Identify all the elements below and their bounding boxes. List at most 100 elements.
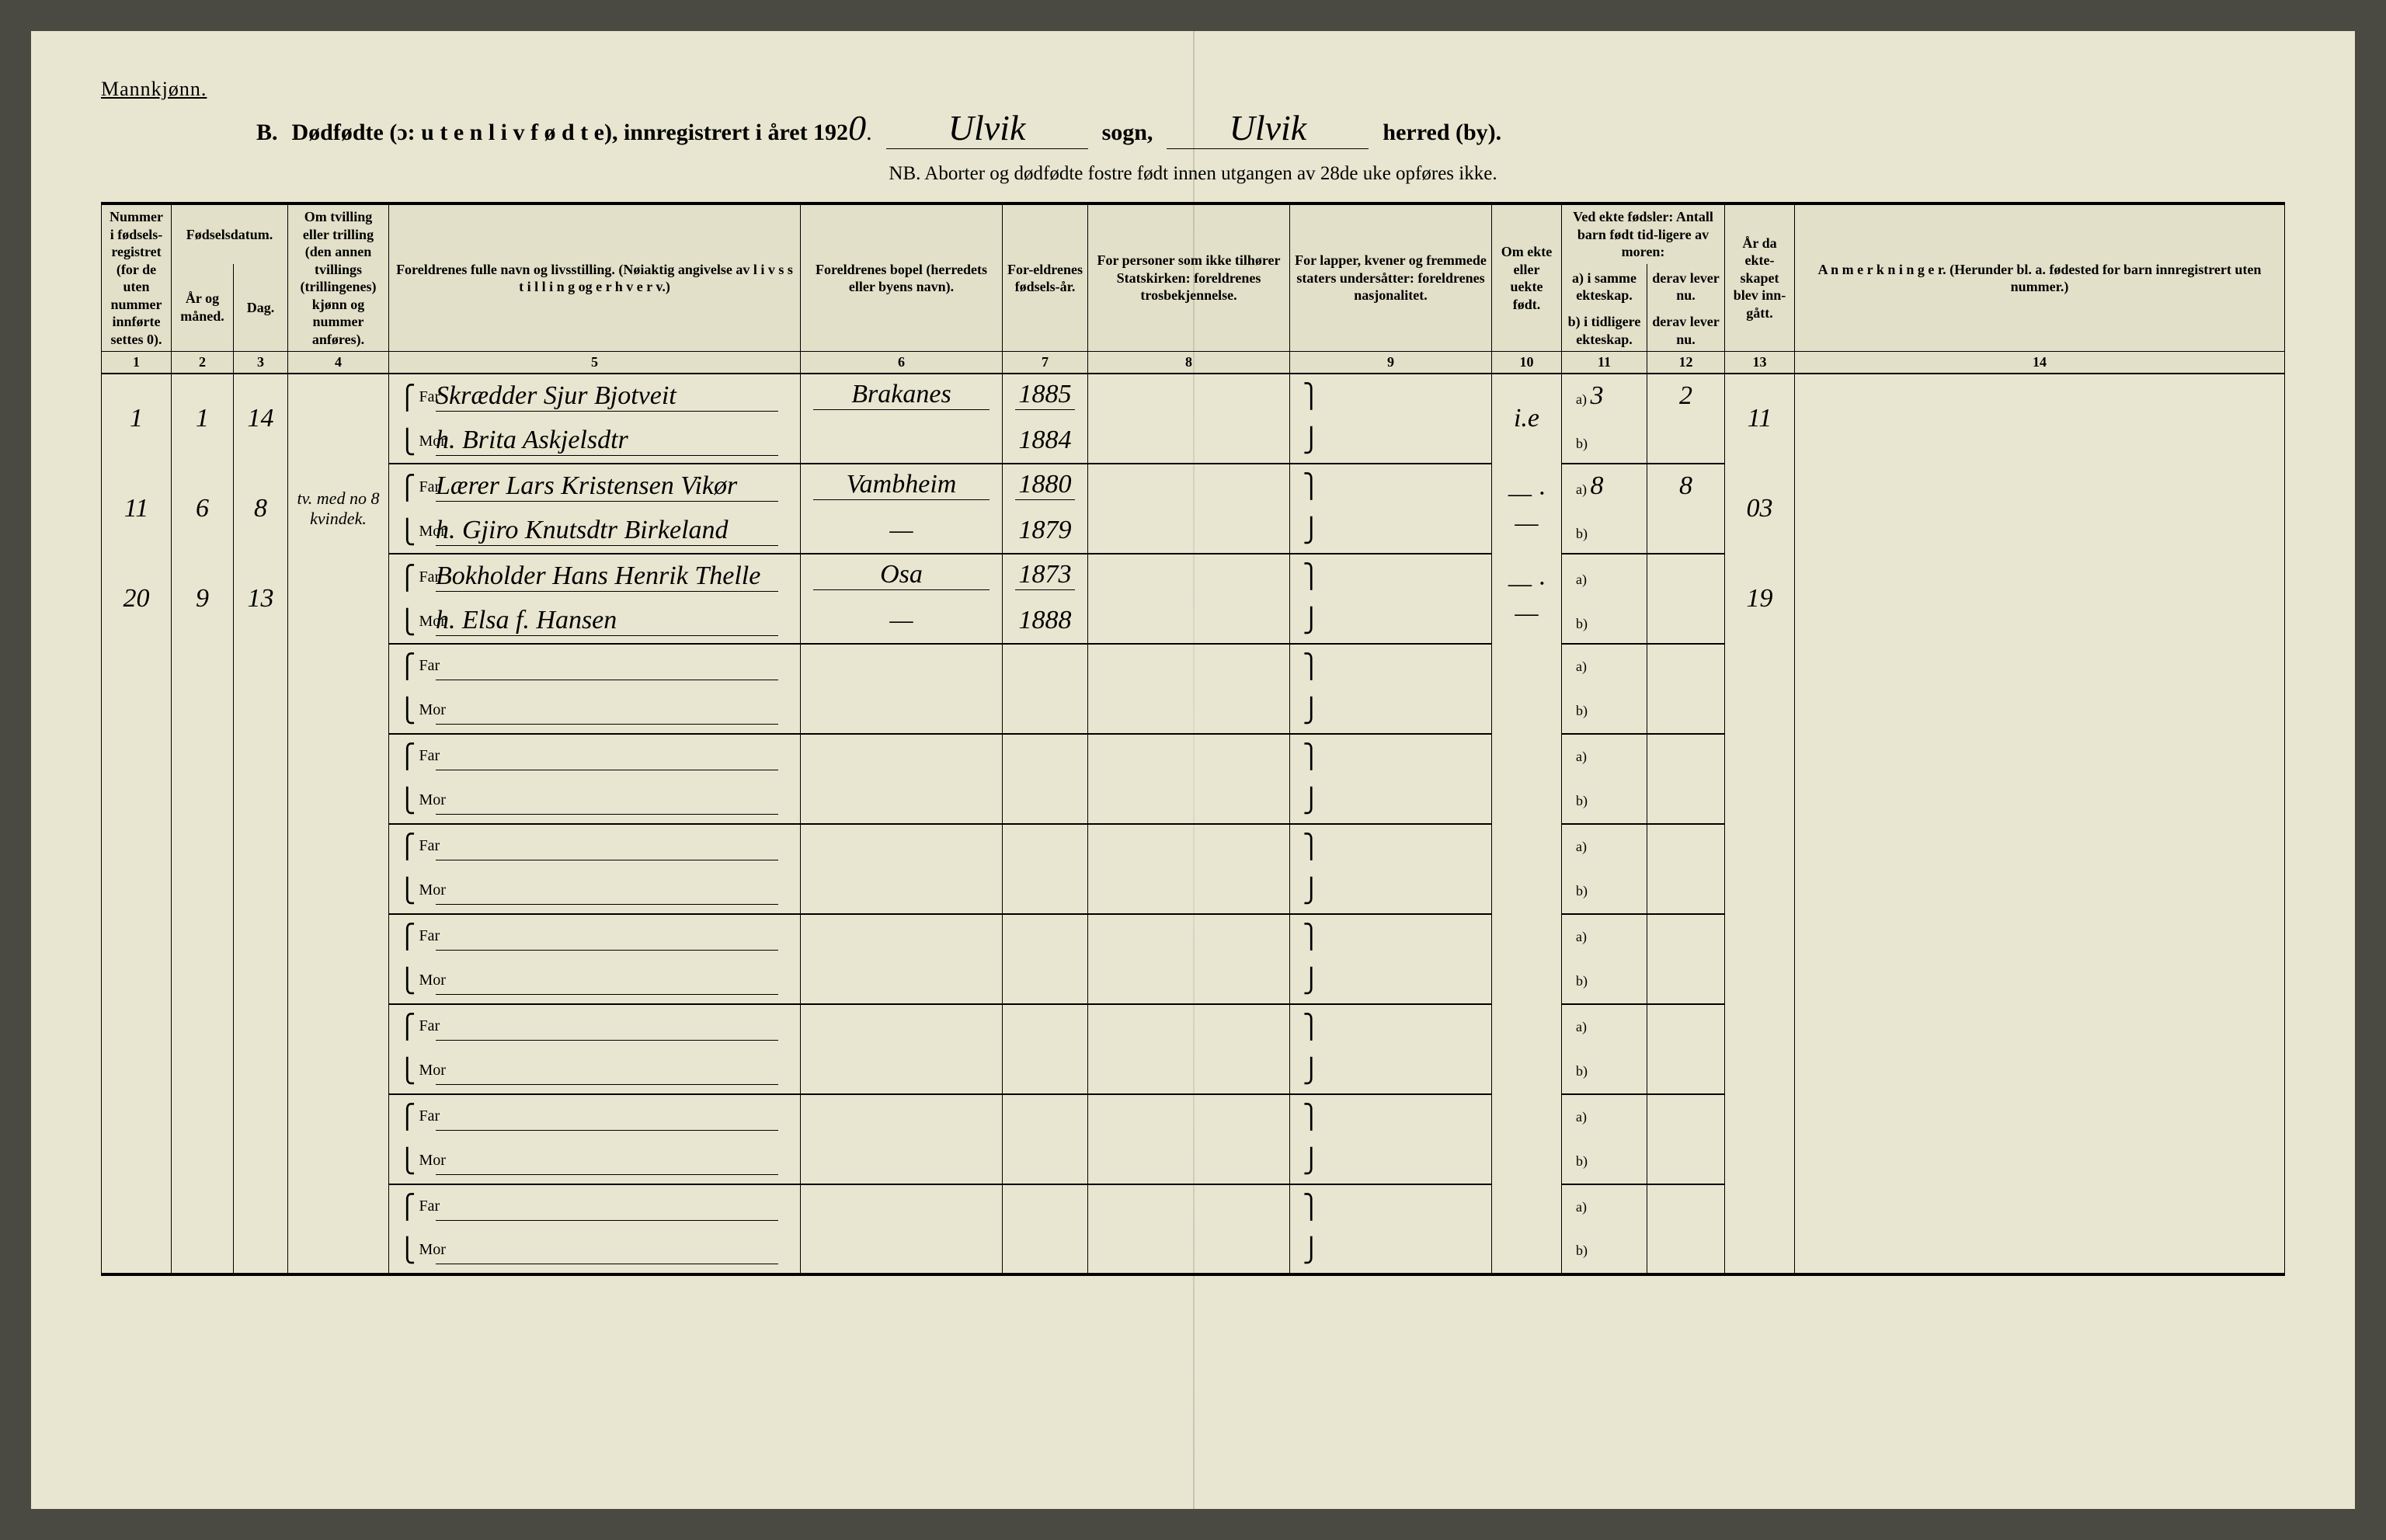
- cell-c13: 19: [1725, 554, 1795, 644]
- colnum-14: 14: [1795, 352, 2285, 374]
- cell-year-far: 1873: [1003, 554, 1088, 599]
- colnum-2: 2: [172, 352, 234, 374]
- cell-c10: — · —: [1492, 464, 1562, 554]
- cell-num: 11: [102, 464, 172, 554]
- cell-bopel-mor: —: [801, 599, 1003, 644]
- colnum-6: 6: [801, 352, 1003, 374]
- cell-c14: [1795, 374, 2285, 464]
- cell-ym: 6: [172, 464, 234, 554]
- cell-year-mor: 1884: [1003, 419, 1088, 464]
- title-line: B. Dødfødte (ɔ: u t e n l i v f ø d t e)…: [256, 107, 2285, 149]
- cell-c11a: a): [1562, 554, 1647, 599]
- cell-c8: [1088, 464, 1290, 509]
- cell-c9-top: [1290, 554, 1492, 599]
- cell-c9-bot: [1290, 419, 1492, 464]
- cell-bopel-far: Brakanes: [801, 374, 1003, 419]
- col-6-head: Foreldrenes bopel (herredets eller byens…: [801, 203, 1003, 352]
- colnum-13: 13: [1725, 352, 1795, 374]
- col-11b-head: b) i tidligere ekteskap.: [1562, 310, 1647, 352]
- cell-c14: [1795, 464, 2285, 554]
- cell-c12b: [1647, 599, 1725, 644]
- cell-c12b: [1647, 509, 1725, 554]
- cell-c13: 11: [1725, 374, 1795, 464]
- cell-year-mor: 1879: [1003, 509, 1088, 554]
- cell-c11b: b): [1562, 419, 1647, 464]
- cell-c13: 03: [1725, 464, 1795, 554]
- cell-day: 14: [234, 374, 288, 464]
- colnum-5: 5: [389, 352, 801, 374]
- cell-mor: Morh. Brita Askjelsdtr: [389, 419, 801, 464]
- cell-twin: tv. med no 8 kvindek.: [288, 464, 389, 554]
- cell-bopel-far: Osa: [801, 554, 1003, 599]
- col-10-head: Om ekte eller uekte født.: [1492, 203, 1562, 352]
- col-12b-head: derav lever nu.: [1647, 310, 1725, 352]
- col-11a-head: a) i samme ekteskap.: [1562, 264, 1647, 311]
- cell-far: FarLærer Lars Kristensen Vikør: [389, 464, 801, 509]
- cell-c11a: a) 3: [1562, 374, 1647, 419]
- colnum-3: 3: [234, 352, 288, 374]
- cell-c9-top: [1290, 374, 1492, 419]
- col-14-head: A n m e r k n i n g e r. (Herunder bl. a…: [1795, 203, 2285, 352]
- col-3-head: Dag.: [234, 264, 288, 352]
- col-4-head: Om tvilling eller trilling (den annen tv…: [288, 203, 389, 352]
- cell-year-mor: 1888: [1003, 599, 1088, 644]
- cell-c8: [1088, 374, 1290, 419]
- col-9-head: For lapper, kvener og fremmede staters u…: [1290, 203, 1492, 352]
- register-page: Mannkjønn. B. Dødfødte (ɔ: u t e n l i v…: [31, 31, 2355, 1509]
- cell-c8b: [1088, 599, 1290, 644]
- cell-twin: [288, 374, 389, 464]
- cell-c11b: b): [1562, 509, 1647, 554]
- col-12a-head: derav lever nu.: [1647, 264, 1725, 311]
- section-letter: B.: [256, 120, 278, 146]
- cell-c12a: 8: [1647, 464, 1725, 509]
- cell-c12b: [1647, 419, 1725, 464]
- col-2-3-group: Fødselsdatum.: [172, 203, 288, 264]
- page-fold: [1193, 31, 1195, 1509]
- cell-c9-bot: [1290, 599, 1492, 644]
- cell-c12a: 2: [1647, 374, 1725, 419]
- cell-ym: 1: [172, 374, 234, 464]
- col-11-12-group: Ved ekte fødsler: Antall barn født tid-l…: [1562, 203, 1725, 264]
- cell-num: 1: [102, 374, 172, 464]
- cell-c9-bot: [1290, 509, 1492, 554]
- cell-c8: [1088, 554, 1290, 599]
- year-hw: 0: [848, 108, 866, 148]
- cell-c8b: [1088, 419, 1290, 464]
- cell-c9-top: [1290, 464, 1492, 509]
- cell-bopel-mor: —: [801, 509, 1003, 554]
- cell-c14: [1795, 554, 2285, 644]
- colnum-10: 10: [1492, 352, 1562, 374]
- cell-far: FarBokholder Hans Henrik Thelle: [389, 554, 801, 599]
- title-text: Dødfødte (ɔ: u t e n l i v f ø d t e), i…: [292, 120, 849, 145]
- herred-handwritten: Ulvik: [1167, 107, 1369, 149]
- cell-c12a: [1647, 554, 1725, 599]
- col-7-head: For-eldrenes fødsels-år.: [1003, 203, 1088, 352]
- col-2-head: År og måned.: [172, 264, 234, 352]
- cell-c11b: b): [1562, 599, 1647, 644]
- cell-ym: 9: [172, 554, 234, 644]
- col-8-head: For personer som ikke tilhører Statskirk…: [1088, 203, 1290, 352]
- herred-label: herred (by).: [1383, 120, 1501, 146]
- colnum-12: 12: [1647, 352, 1725, 374]
- sogn-handwritten: Ulvik: [886, 107, 1088, 149]
- colnum-8: 8: [1088, 352, 1290, 374]
- cell-c8b: [1088, 509, 1290, 554]
- cell-num: 20: [102, 554, 172, 644]
- cell-year-far: 1885: [1003, 374, 1088, 419]
- col-1-head: Nummer i fødsels-registret (for de uten …: [102, 203, 172, 352]
- cell-c10: — · —: [1492, 554, 1562, 644]
- cell-twin: [288, 554, 389, 644]
- cell-mor: Morh. Gjiro Knutsdtr Birkeland: [389, 509, 801, 554]
- cell-year-far: 1880: [1003, 464, 1088, 509]
- sogn-label: sogn,: [1102, 120, 1153, 146]
- cell-day: 8: [234, 464, 288, 554]
- colnum-4: 4: [288, 352, 389, 374]
- colnum-11: 11: [1562, 352, 1647, 374]
- cell-c11a: a) 8: [1562, 464, 1647, 509]
- cell-far: FarSkrædder Sjur Bjotveit: [389, 374, 801, 419]
- cell-bopel-far: Vambheim: [801, 464, 1003, 509]
- cell-mor: Morh. Elsa f. Hansen: [389, 599, 801, 644]
- colnum-9: 9: [1290, 352, 1492, 374]
- col-5-head: Foreldrenes fulle navn og livsstilling. …: [389, 203, 801, 352]
- cell-day: 13: [234, 554, 288, 644]
